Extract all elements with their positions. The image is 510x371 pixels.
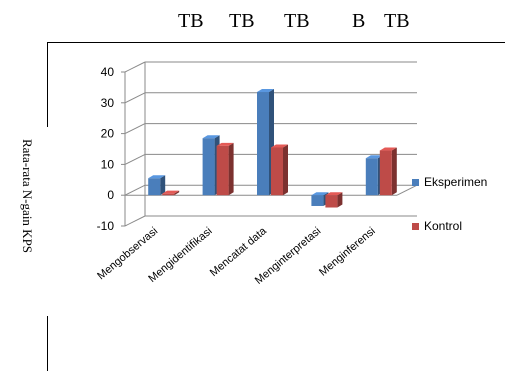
y-tick-label-40: 40 (101, 65, 115, 79)
significance-label-menginferensi: TB (384, 10, 410, 32)
chart-frame-left-lower (47, 316, 48, 371)
bar-front (202, 138, 215, 196)
bar-front (325, 195, 338, 208)
bar-eksperimen-mengobservasi (148, 175, 166, 196)
bar-side (283, 144, 288, 196)
bar-top (162, 190, 180, 194)
bar-kontrol-mengidentifikasi (216, 142, 234, 196)
bar-kontrol-mencatat-data (271, 144, 288, 196)
legend-swatch-eksperimen (412, 179, 419, 186)
bar-front (379, 150, 392, 196)
bar-top (257, 89, 274, 93)
significance-label-mengobservasi: TB (178, 10, 204, 32)
floor-right-edge (396, 184, 418, 196)
gridline-side-20 (124, 123, 146, 135)
bar-front (148, 178, 161, 196)
bar-top (365, 155, 383, 159)
bar-top (202, 135, 220, 139)
y-tick-label-0: 0 (107, 188, 114, 202)
y-tick-label-10: 10 (101, 157, 115, 171)
bar-top (379, 147, 397, 151)
bar-kontrol-menginferensi (379, 147, 397, 196)
significance-label-mencatat-data: TB (284, 10, 310, 32)
y-tick-label-30: 30 (101, 96, 115, 110)
gridline-side-10 (124, 153, 146, 165)
bar-side (391, 147, 397, 196)
y-tick-label-20: 20 (101, 127, 115, 141)
significance-label-menginterpretasi: B (352, 10, 366, 32)
gridline-side-0 (124, 184, 146, 196)
chart-frame-left-upper (47, 42, 48, 127)
bar-side (337, 192, 343, 208)
legend-label-kontrol: Kontrol (424, 219, 462, 233)
gridline-side--10 (124, 215, 146, 227)
bar-front (311, 195, 324, 206)
bar-front (216, 145, 229, 196)
bar-front (271, 147, 283, 196)
bar-top (148, 175, 166, 179)
bar-kontrol-menginterpretasi (325, 192, 343, 208)
category-label-menginferensi: Menginferensi (317, 225, 378, 279)
chart-frame-top (47, 42, 505, 43)
bar-top (325, 192, 343, 196)
bar-front (257, 92, 269, 196)
gridline-side-30 (124, 92, 146, 104)
bar-side (174, 190, 180, 196)
bar-top (271, 144, 288, 148)
y-tick-label--10: -10 (97, 219, 115, 233)
bar-side (160, 175, 166, 196)
bars (148, 89, 397, 208)
legend-swatch-kontrol (412, 223, 419, 230)
bar-top (216, 142, 234, 146)
bar-side (228, 142, 234, 196)
bar-front (162, 193, 175, 196)
gridline-side-40 (124, 61, 146, 73)
legend-label-eksperimen: Eksperimen (424, 175, 487, 189)
y-tick-labels: -10 0 10 20 30 40 (97, 65, 115, 233)
bar-top (311, 192, 329, 196)
bar-kontrol-mengobservasi (162, 190, 180, 196)
bar-front (365, 158, 378, 196)
legend: Eksperimen Kontrol (412, 175, 487, 233)
significance-label-mengidentifikasi: TB (229, 10, 255, 32)
